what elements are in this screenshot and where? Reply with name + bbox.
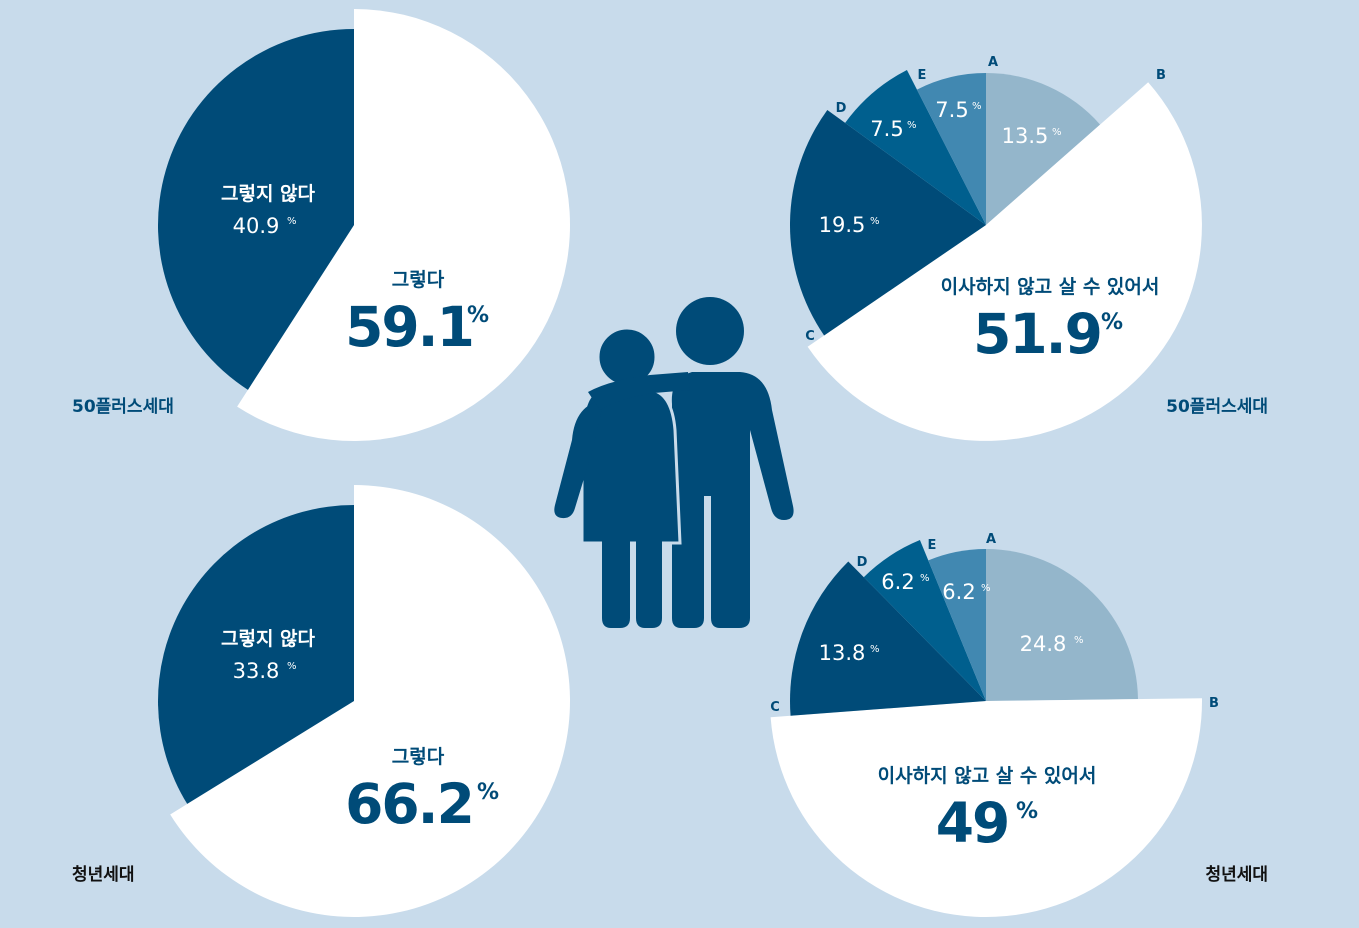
slice-value-c: 19.5 — [819, 213, 866, 237]
slice-letter-b: B — [1156, 68, 1166, 83]
slice-unit-a: % — [1074, 635, 1084, 646]
slice-unit-d: % — [907, 120, 917, 131]
slice-label-disagree-name: 그렇지 않다 — [221, 628, 316, 650]
slice-letter-b: B — [1209, 696, 1219, 711]
group-label: 청년세대 — [72, 864, 135, 885]
slice-unit-c: % — [870, 216, 880, 227]
slice-unit-c: % — [870, 644, 880, 655]
pie-slice-disagree — [158, 505, 354, 804]
slice-label-agree-unit: % — [467, 303, 489, 328]
slice-label-agree-unit: % — [477, 780, 499, 805]
slice-value-d: 7.5 — [870, 117, 903, 141]
group-label: 50플러스세대 — [72, 397, 174, 417]
slice-label-b-name: 이사하지 않고 살 수 있어서 — [878, 765, 1097, 787]
slice-unit-e: % — [981, 583, 991, 594]
pie-slice-e — [916, 73, 986, 225]
slice-unit-e: % — [972, 101, 982, 112]
pie-slice-disagree — [157, 29, 354, 390]
slice-letter-c: C — [805, 329, 815, 344]
slice-unit-a: % — [1052, 127, 1062, 138]
slice-letter-c: C — [770, 700, 780, 715]
slice-value-a: 24.8 — [1020, 632, 1067, 656]
slice-letter-e: E — [918, 68, 927, 83]
slice-letter-a: A — [986, 532, 996, 547]
slice-value-d: 6.2 — [881, 570, 914, 594]
slice-label-agree-name: 그렇다 — [392, 746, 445, 768]
slice-label-disagree-value: 33.8 — [233, 659, 280, 683]
slice-letter-d: D — [836, 101, 847, 116]
pie-slice-e — [928, 549, 986, 701]
slice-value-e: 7.5 — [935, 98, 968, 122]
slice-letter-e: E — [928, 538, 937, 553]
pie-chart-50plus-agree: 그렇지 않다 40.9 % 그렇다 59.1 % 50플러스세대 — [72, 9, 571, 441]
slice-label-disagree-unit: % — [287, 661, 297, 672]
slice-label-agree-value: 59.1 — [345, 295, 473, 359]
slice-label-agree-name: 그렇다 — [392, 269, 445, 291]
slice-label-agree-value: 66.2 — [345, 772, 473, 836]
slice-label-b-unit: % — [1101, 310, 1123, 335]
pie-slice-b — [770, 698, 1202, 918]
slice-value-e: 6.2 — [942, 580, 975, 604]
group-label: 청년세대 — [1205, 864, 1268, 885]
pie-slice-a — [986, 73, 1101, 225]
pie-chart-50plus-reasons: A B C D E 13.5 % 19.5 % 7.5 % 7.5 % 이사하지… — [789, 55, 1268, 441]
slice-label-b-value: 49 — [936, 791, 1009, 855]
slice-value-a: 13.5 — [1002, 124, 1049, 148]
pie-slice-agree — [170, 485, 571, 917]
slice-letter-a: A — [988, 55, 998, 70]
pie-slice-b — [807, 82, 1202, 441]
group-label: 50플러스세대 — [1166, 397, 1268, 417]
slice-label-disagree-value: 40.9 — [233, 214, 280, 238]
slice-label-b-name: 이사하지 않고 살 수 있어서 — [941, 276, 1160, 298]
pie-slice-d — [863, 540, 986, 701]
pie-slice-c — [789, 109, 986, 336]
slice-label-disagree-name: 그렇지 않다 — [221, 183, 316, 205]
pie-chart-youth-reasons: A B C D E 24.8 % 13.8 % 6.2 % 6.2 % 이사하지… — [770, 532, 1268, 918]
slice-value-c: 13.8 — [819, 641, 866, 665]
slice-label-disagree-unit: % — [287, 216, 297, 227]
pie-slice-c — [790, 561, 986, 716]
pie-slice-agree — [237, 9, 571, 441]
slice-letter-d: D — [857, 555, 868, 570]
pie-slice-d — [845, 70, 986, 225]
pie-chart-youth-agree: 그렇지 않다 33.8 % 그렇다 66.2 % 청년세대 — [72, 485, 571, 917]
slice-label-b-value: 51.9 — [973, 302, 1101, 366]
slice-unit-d: % — [920, 573, 930, 584]
slice-label-b-unit: % — [1016, 799, 1038, 824]
elderly-couple-icon — [554, 297, 794, 628]
pie-slice-a — [986, 549, 1138, 701]
